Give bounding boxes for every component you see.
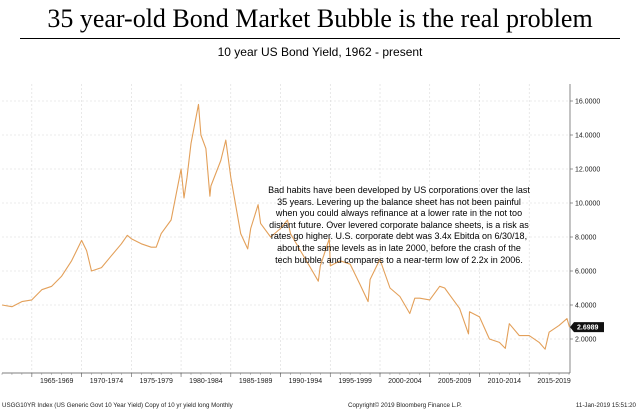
y-tick-label: 16.0000: [575, 99, 600, 106]
y-tick-label: 12.0000: [575, 167, 600, 174]
yield-chart: 2.0000 4.0000 6.0000 8.0000 10.0000 12.0000 14…: [1, 84, 637, 409]
footer-timestamp: 11-Jan-2019 15:51:20: [576, 402, 637, 409]
footer-source: USGG10YR Index (US Generic Govt 10 Year …: [2, 402, 234, 409]
title-underline: [20, 38, 620, 39]
footer-copyright: Copyright© 2019 Bloomberg Finance L.P.: [348, 402, 462, 409]
y-tick-label: 4.0000: [575, 303, 597, 310]
x-tick-label: 1995-1999: [338, 378, 372, 385]
y-tick-label: 14.0000: [575, 133, 600, 140]
x-tick-label: 2005-2009: [438, 378, 472, 385]
x-tick-label: 1990-1994: [289, 378, 323, 385]
y-tick-label: 8.0000: [575, 235, 597, 242]
x-tick-label: 2000-2004: [388, 378, 422, 385]
last-value-label: 2.6989: [577, 325, 599, 332]
x-tick-label: 1985-1989: [239, 378, 273, 385]
chart-subtitle: 10 year US Bond Yield, 1962 - present: [217, 45, 423, 59]
last-value-tag: [570, 322, 604, 333]
chart-area: 2.0000 4.0000 6.0000 8.0000 10.0000 12.0000 14…: [0, 82, 640, 410]
x-tick-label: 1965-1969: [40, 378, 74, 385]
y-tick-label: 10.0000: [575, 201, 600, 208]
x-tick-label: 2015-2019: [537, 378, 571, 385]
y-tick-label: 2.0000: [575, 337, 597, 344]
x-tick-label: 1975-1979: [139, 378, 173, 385]
x-tick-label: 2010-2014: [488, 378, 522, 385]
x-tick-label: 1980-1984: [189, 378, 223, 385]
page-title: 35 year-old Bond Market Bubble is the re…: [47, 4, 593, 33]
annotation-text: Bad habits have been developed by US cor…: [268, 185, 530, 265]
x-tick-label: 1970-1974: [90, 378, 124, 385]
y-tick-label: 6.0000: [575, 269, 597, 276]
yield-series-line: [1, 103, 571, 350]
